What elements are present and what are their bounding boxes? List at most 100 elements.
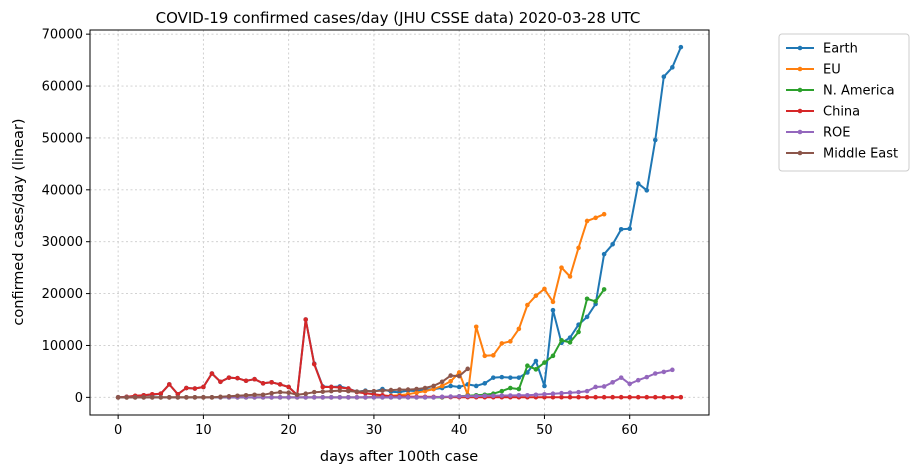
legend-label: Middle East — [823, 147, 898, 162]
data-point — [661, 74, 667, 79]
data-point — [601, 287, 607, 292]
data-point — [542, 286, 547, 292]
data-point — [644, 374, 650, 380]
data-point — [627, 381, 633, 387]
data-point — [405, 395, 411, 400]
data-point — [397, 387, 402, 392]
data-point — [277, 395, 283, 400]
legend-entry-middle-east: Middle East — [786, 147, 898, 162]
data-point — [363, 395, 368, 400]
data-point — [473, 324, 479, 330]
data-point — [209, 395, 215, 400]
data-point — [533, 358, 539, 364]
legend-label: Earth — [823, 42, 858, 57]
data-point — [601, 251, 607, 257]
data-point — [508, 339, 513, 344]
data-point — [525, 392, 530, 398]
data-point — [473, 383, 479, 389]
legend-marker — [797, 129, 803, 135]
data-point — [627, 394, 633, 400]
legend-label: EU — [823, 63, 841, 78]
data-point — [456, 373, 462, 379]
data-point — [576, 245, 581, 251]
y-tick-label: 0 — [75, 391, 83, 406]
legend-entry-eu: EU — [786, 63, 841, 78]
data-point — [499, 393, 505, 398]
data-point — [601, 211, 607, 217]
x-axis-label: days after 100th case — [320, 449, 478, 465]
data-point — [652, 394, 658, 400]
data-point — [328, 384, 334, 390]
data-point — [303, 317, 309, 322]
x-tick-label: 50 — [536, 423, 553, 438]
x-tick-label: 60 — [621, 423, 638, 438]
data-point — [337, 395, 343, 400]
data-point — [525, 363, 530, 369]
y-tick-label: 30000 — [42, 235, 83, 250]
data-point — [286, 390, 291, 395]
data-point — [260, 381, 266, 386]
x-tick-label: 10 — [195, 423, 212, 438]
y-tick-label: 20000 — [42, 287, 83, 302]
data-point — [277, 382, 283, 387]
x-axis: 0 10 20 30 40 50 60 — [114, 415, 638, 438]
data-point — [456, 394, 462, 399]
chart-title: COVID-19 confirmed cases/day (JHU CSSE d… — [156, 9, 641, 27]
data-point — [584, 394, 590, 400]
data-point — [576, 394, 581, 400]
data-point — [158, 395, 164, 400]
data-point — [584, 388, 590, 394]
data-point — [652, 371, 658, 376]
data-point — [311, 361, 317, 367]
data-point — [201, 395, 206, 400]
data-point — [431, 383, 436, 389]
data-point — [380, 395, 385, 400]
data-point — [465, 393, 471, 399]
data-point — [516, 375, 522, 380]
data-point — [354, 389, 360, 394]
data-point — [422, 385, 428, 391]
data-point — [584, 218, 590, 224]
data-point — [499, 374, 505, 380]
data-point — [670, 394, 675, 400]
data-point — [320, 384, 326, 390]
data-point — [311, 389, 317, 395]
data-point — [380, 388, 385, 393]
data-point — [550, 391, 556, 397]
data-point — [115, 395, 121, 400]
data-point — [533, 392, 539, 398]
data-point — [456, 384, 462, 390]
y-tick-label: 70000 — [42, 28, 83, 43]
data-point — [490, 393, 496, 399]
legend-label: ROE — [823, 126, 850, 141]
data-point — [158, 391, 164, 397]
data-point — [226, 394, 232, 399]
data-point — [482, 353, 488, 359]
data-point — [482, 393, 488, 399]
data-point — [508, 375, 513, 380]
series-earth — [115, 44, 684, 400]
data-point — [431, 395, 436, 400]
data-point — [508, 385, 513, 391]
data-point — [635, 394, 641, 400]
y-tick-label: 60000 — [42, 80, 83, 95]
data-point — [499, 341, 505, 346]
data-point — [559, 337, 564, 343]
data-point — [542, 391, 547, 397]
data-point — [439, 394, 445, 400]
data-point — [286, 384, 291, 390]
series-line-n-america — [118, 288, 605, 399]
data-point — [218, 394, 223, 400]
data-point — [670, 65, 675, 70]
data-point — [269, 380, 274, 385]
data-point — [584, 296, 590, 302]
data-point — [508, 393, 513, 398]
legend-label: China — [823, 105, 860, 120]
data-point — [576, 389, 581, 395]
data-point — [533, 367, 539, 372]
data-point — [678, 44, 684, 50]
data-point — [567, 335, 573, 340]
data-point — [141, 395, 147, 400]
y-axis: 0 10000 20000 30000 40000 50000 60000 70000 — [42, 28, 90, 406]
